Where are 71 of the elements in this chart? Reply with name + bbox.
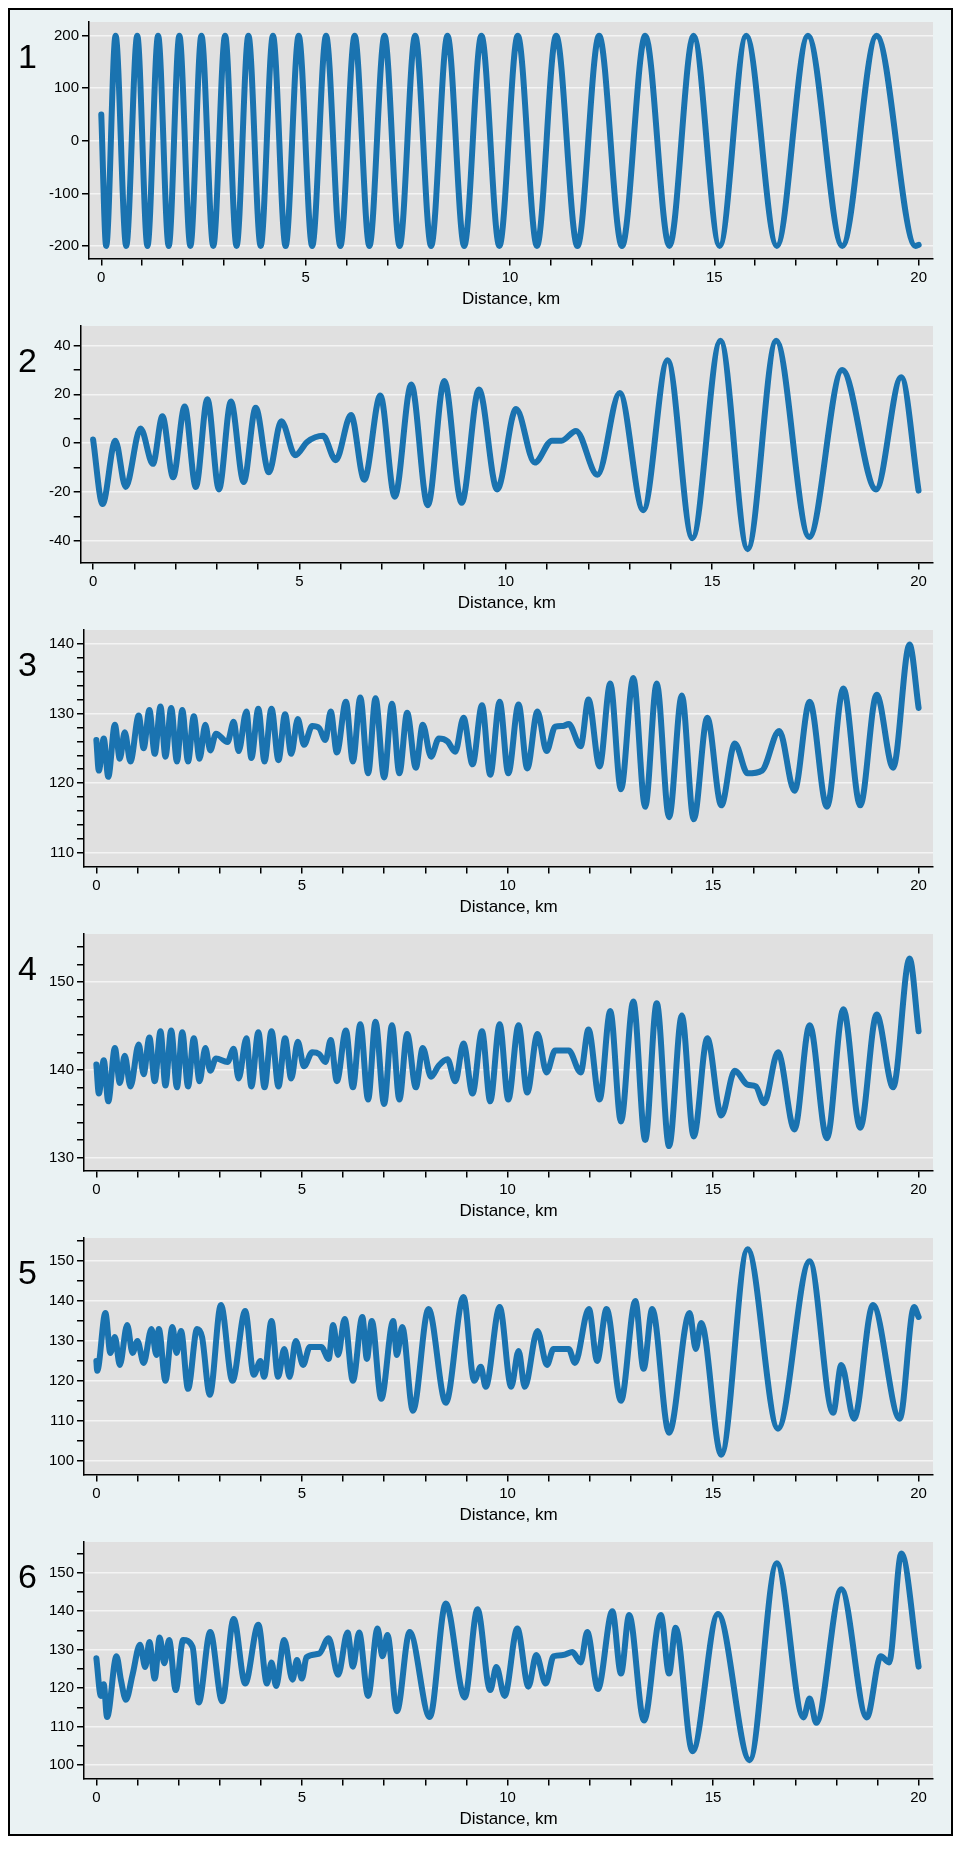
y-tick-label: 110 bbox=[50, 1410, 75, 1428]
y-tick-label: 150 bbox=[49, 1562, 75, 1580]
y-tick-label: 130 bbox=[49, 1331, 75, 1349]
x-tick-label: 5 bbox=[301, 267, 310, 285]
y-tick-label: 140 bbox=[49, 1291, 75, 1309]
text: 3 bbox=[18, 645, 37, 684]
y-tick-label: 120 bbox=[49, 1678, 75, 1696]
x-tick-label: 5 bbox=[297, 1787, 307, 1805]
y-tick-label: -100 bbox=[48, 183, 80, 201]
text: 5 bbox=[18, 1253, 37, 1292]
y-tick-label: 40 bbox=[53, 335, 71, 353]
x-axis-title: Distance, km bbox=[459, 1809, 558, 1829]
x-tick-label: 15 bbox=[704, 1483, 722, 1501]
y-tick-label: -40 bbox=[48, 530, 71, 548]
y-tick-label: 120 bbox=[49, 773, 75, 791]
y-tick-label: 120 bbox=[49, 1370, 75, 1388]
y-tick-label: 110 bbox=[50, 842, 75, 860]
x-axis-title: Distance, km bbox=[459, 1505, 558, 1525]
x-tick-label: 20 bbox=[910, 1483, 927, 1501]
y-tick-label: 140 bbox=[49, 1601, 75, 1619]
y-tick-label: 100 bbox=[49, 1450, 75, 1468]
x-tick-label: 10 bbox=[499, 1787, 516, 1805]
x-tick-label: 15 bbox=[703, 571, 721, 589]
y-tick-label: 130 bbox=[49, 1639, 75, 1657]
x-tick-label: 10 bbox=[499, 1179, 516, 1197]
x-axis-title: Distance, km bbox=[459, 1201, 558, 1221]
x-tick-label: 10 bbox=[501, 267, 519, 285]
x-tick-label: 10 bbox=[499, 875, 516, 893]
y-tick-label: -20 bbox=[48, 482, 71, 499]
y-tick-label: 130 bbox=[49, 1147, 75, 1165]
y-tick-label: 140 bbox=[49, 634, 75, 652]
x-tick-label: 0 bbox=[92, 1787, 101, 1805]
text: 1 bbox=[18, 37, 37, 76]
x-tick-label: 5 bbox=[297, 1483, 307, 1501]
x-tick-label: 10 bbox=[497, 571, 515, 589]
x-tick-label: 0 bbox=[92, 1483, 101, 1501]
x-tick-label: 0 bbox=[92, 875, 101, 893]
x-tick-label: 5 bbox=[295, 571, 304, 589]
x-axis-title: Distance, km bbox=[459, 897, 558, 917]
x-tick-label: 5 bbox=[297, 875, 307, 893]
y-tick-label: 20 bbox=[53, 384, 71, 402]
x-tick-label: 0 bbox=[97, 267, 106, 285]
x-axis-title: Distance, km bbox=[457, 593, 556, 613]
y-tick-label: 150 bbox=[49, 972, 75, 990]
y-tick-label: 0 bbox=[70, 130, 80, 148]
y-tick-label: 150 bbox=[49, 1251, 75, 1269]
x-tick-label: 15 bbox=[704, 1787, 722, 1805]
x-tick-label: 20 bbox=[910, 875, 927, 893]
y-tick-label: 100 bbox=[49, 1755, 75, 1773]
x-axis-title: Distance, km bbox=[461, 289, 561, 309]
x-tick-label: 20 bbox=[910, 571, 927, 589]
text: 6 bbox=[18, 1557, 37, 1596]
x-tick-label: 15 bbox=[704, 1179, 722, 1197]
x-tick-label: 15 bbox=[706, 267, 723, 285]
y-tick-label: 140 bbox=[49, 1059, 75, 1077]
text: 4 bbox=[18, 949, 37, 988]
y-tick-label: 0 bbox=[62, 433, 71, 451]
x-tick-label: 5 bbox=[297, 1179, 307, 1197]
y-tick-label: 130 bbox=[49, 703, 75, 721]
y-tick-label: 200 bbox=[53, 25, 80, 43]
y-tick-label: -200 bbox=[48, 236, 80, 254]
x-tick-label: 20 bbox=[910, 267, 928, 285]
y-tick-label: 100 bbox=[53, 78, 80, 96]
x-tick-label: 10 bbox=[499, 1483, 516, 1501]
x-tick-label: 20 bbox=[910, 1179, 927, 1197]
text: 2 bbox=[18, 341, 37, 380]
x-tick-label: 20 bbox=[910, 1787, 927, 1805]
y-tick-label: 110 bbox=[50, 1716, 75, 1734]
x-tick-label: 15 bbox=[704, 875, 722, 893]
x-tick-label: 0 bbox=[92, 1179, 101, 1197]
x-tick-label: 0 bbox=[88, 571, 98, 589]
